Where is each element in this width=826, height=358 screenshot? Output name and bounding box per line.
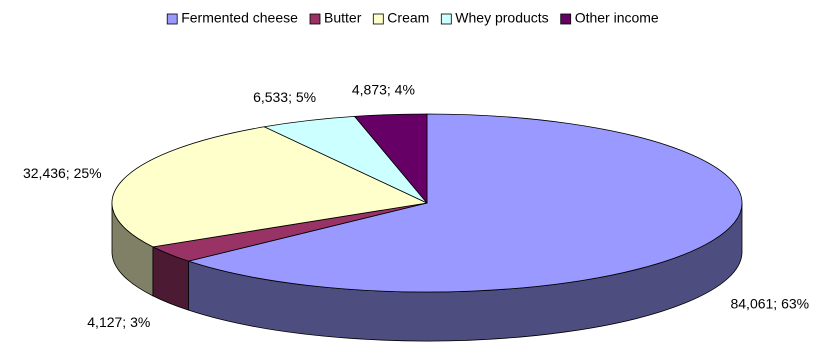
pie-slice-cream bbox=[111, 126, 428, 248]
legend-label-whey-products: Whey products bbox=[455, 10, 548, 26]
pie-plot-area bbox=[111, 113, 743, 342]
legend-item-other-income: Other income bbox=[560, 10, 659, 26]
legend-item-butter: Butter bbox=[309, 10, 362, 26]
legend-item-cream: Cream bbox=[372, 10, 429, 26]
legend-swatch-butter bbox=[309, 13, 321, 25]
legend-swatch-whey-products bbox=[440, 13, 452, 25]
legend-swatch-cream bbox=[372, 13, 384, 25]
legend-label-cream: Cream bbox=[387, 10, 429, 26]
legend-item-fermented-cheese: Fermented cheese bbox=[166, 10, 298, 26]
legend-swatch-fermented-cheese bbox=[166, 13, 178, 25]
data-label-whey-products: 6,533; 5% bbox=[253, 89, 316, 105]
legend-item-whey-products: Whey products bbox=[440, 10, 549, 26]
data-label-cream: 32,436; 25% bbox=[23, 165, 102, 181]
data-label-fermented-cheese: 84,061; 63% bbox=[730, 296, 809, 312]
legend-label-other-income: Other income bbox=[575, 10, 659, 26]
data-labels: 84,061; 63% 4,127; 3% 32,436; 25% 6,533; 5%… bbox=[23, 82, 809, 330]
legend-label-fermented-cheese: Fermented cheese bbox=[181, 10, 298, 26]
legend-swatch-other-income bbox=[560, 13, 572, 25]
data-label-other-income: 4,873; 4% bbox=[352, 82, 415, 98]
data-label-butter: 4,127; 3% bbox=[87, 314, 150, 330]
pie-slice-other-income bbox=[354, 113, 428, 204]
legend: Fermented cheese Butter Cream Whey products… bbox=[166, 10, 659, 26]
legend-label-butter: Butter bbox=[324, 10, 362, 26]
pie-slice-fermented-cheese bbox=[188, 113, 743, 293]
